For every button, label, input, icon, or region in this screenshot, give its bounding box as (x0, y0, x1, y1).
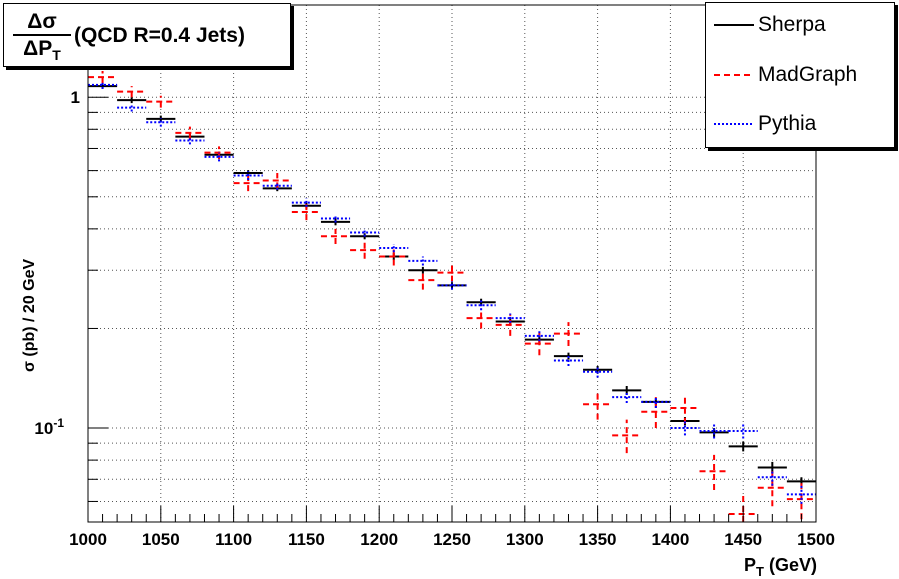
legend-swatch-madgraph (714, 74, 754, 76)
x-axis-label-sub: T (756, 564, 764, 579)
title-fraction-bar (13, 34, 71, 36)
chart-legend: Sherpa MadGraph Pythia (705, 2, 895, 148)
y-axis-label: σ (pb) / 20 GeV (21, 258, 38, 372)
x-tick-label: 1200 (360, 530, 398, 549)
x-tick-label: 1450 (724, 530, 762, 549)
title-fraction-numerator: Δσ (27, 10, 57, 33)
x-tick-label: 1350 (579, 530, 617, 549)
x-tick-label: 1250 (433, 530, 471, 549)
x-tick-label: 1050 (142, 530, 180, 549)
x-tick-label: 1500 (797, 530, 835, 549)
legend-label-pythia: Pythia (758, 112, 817, 135)
chart-title-box: Δσ ΔPT (QCD R=0.4 Jets) (3, 3, 291, 67)
legend-label-madgraph: MadGraph (758, 63, 858, 86)
chart-title: (QCD R=0.4 Jets) (74, 24, 245, 47)
x-tick-label: 1000 (69, 530, 107, 549)
y-tick-label: 10-1 (34, 416, 64, 438)
x-axis-label-unit: (GeV) (769, 555, 817, 575)
x-tick-label: 1400 (651, 530, 689, 549)
title-fraction: Δσ ΔPT (13, 10, 71, 67)
x-axis-label-main: P (744, 555, 756, 575)
legend-label-sherpa: Sherpa (758, 13, 826, 36)
x-tick-label: 1300 (506, 530, 544, 549)
y-tick-label: 1 (71, 88, 80, 107)
axis-ticks (87, 96, 817, 522)
series-layer (88, 71, 816, 522)
x-axis-label: PT (GeV) (744, 555, 817, 579)
legend-item-sherpa: Sherpa (712, 10, 826, 40)
series-pythia (88, 80, 816, 504)
legend-swatch-pythia (714, 123, 754, 125)
legend-item-madgraph: MadGraph (712, 60, 857, 90)
x-tick-label: 1150 (288, 530, 325, 549)
title-fraction-denominator: ΔPT (23, 37, 61, 64)
tick-labels: 1000 1050 1100 1150 1200 1250 1300 1350 1400 1450… (34, 88, 835, 549)
legend-item-pythia: Pythia (712, 109, 816, 139)
x-tick-label: 1100 (215, 530, 252, 549)
legend-swatch-sherpa (714, 24, 754, 26)
